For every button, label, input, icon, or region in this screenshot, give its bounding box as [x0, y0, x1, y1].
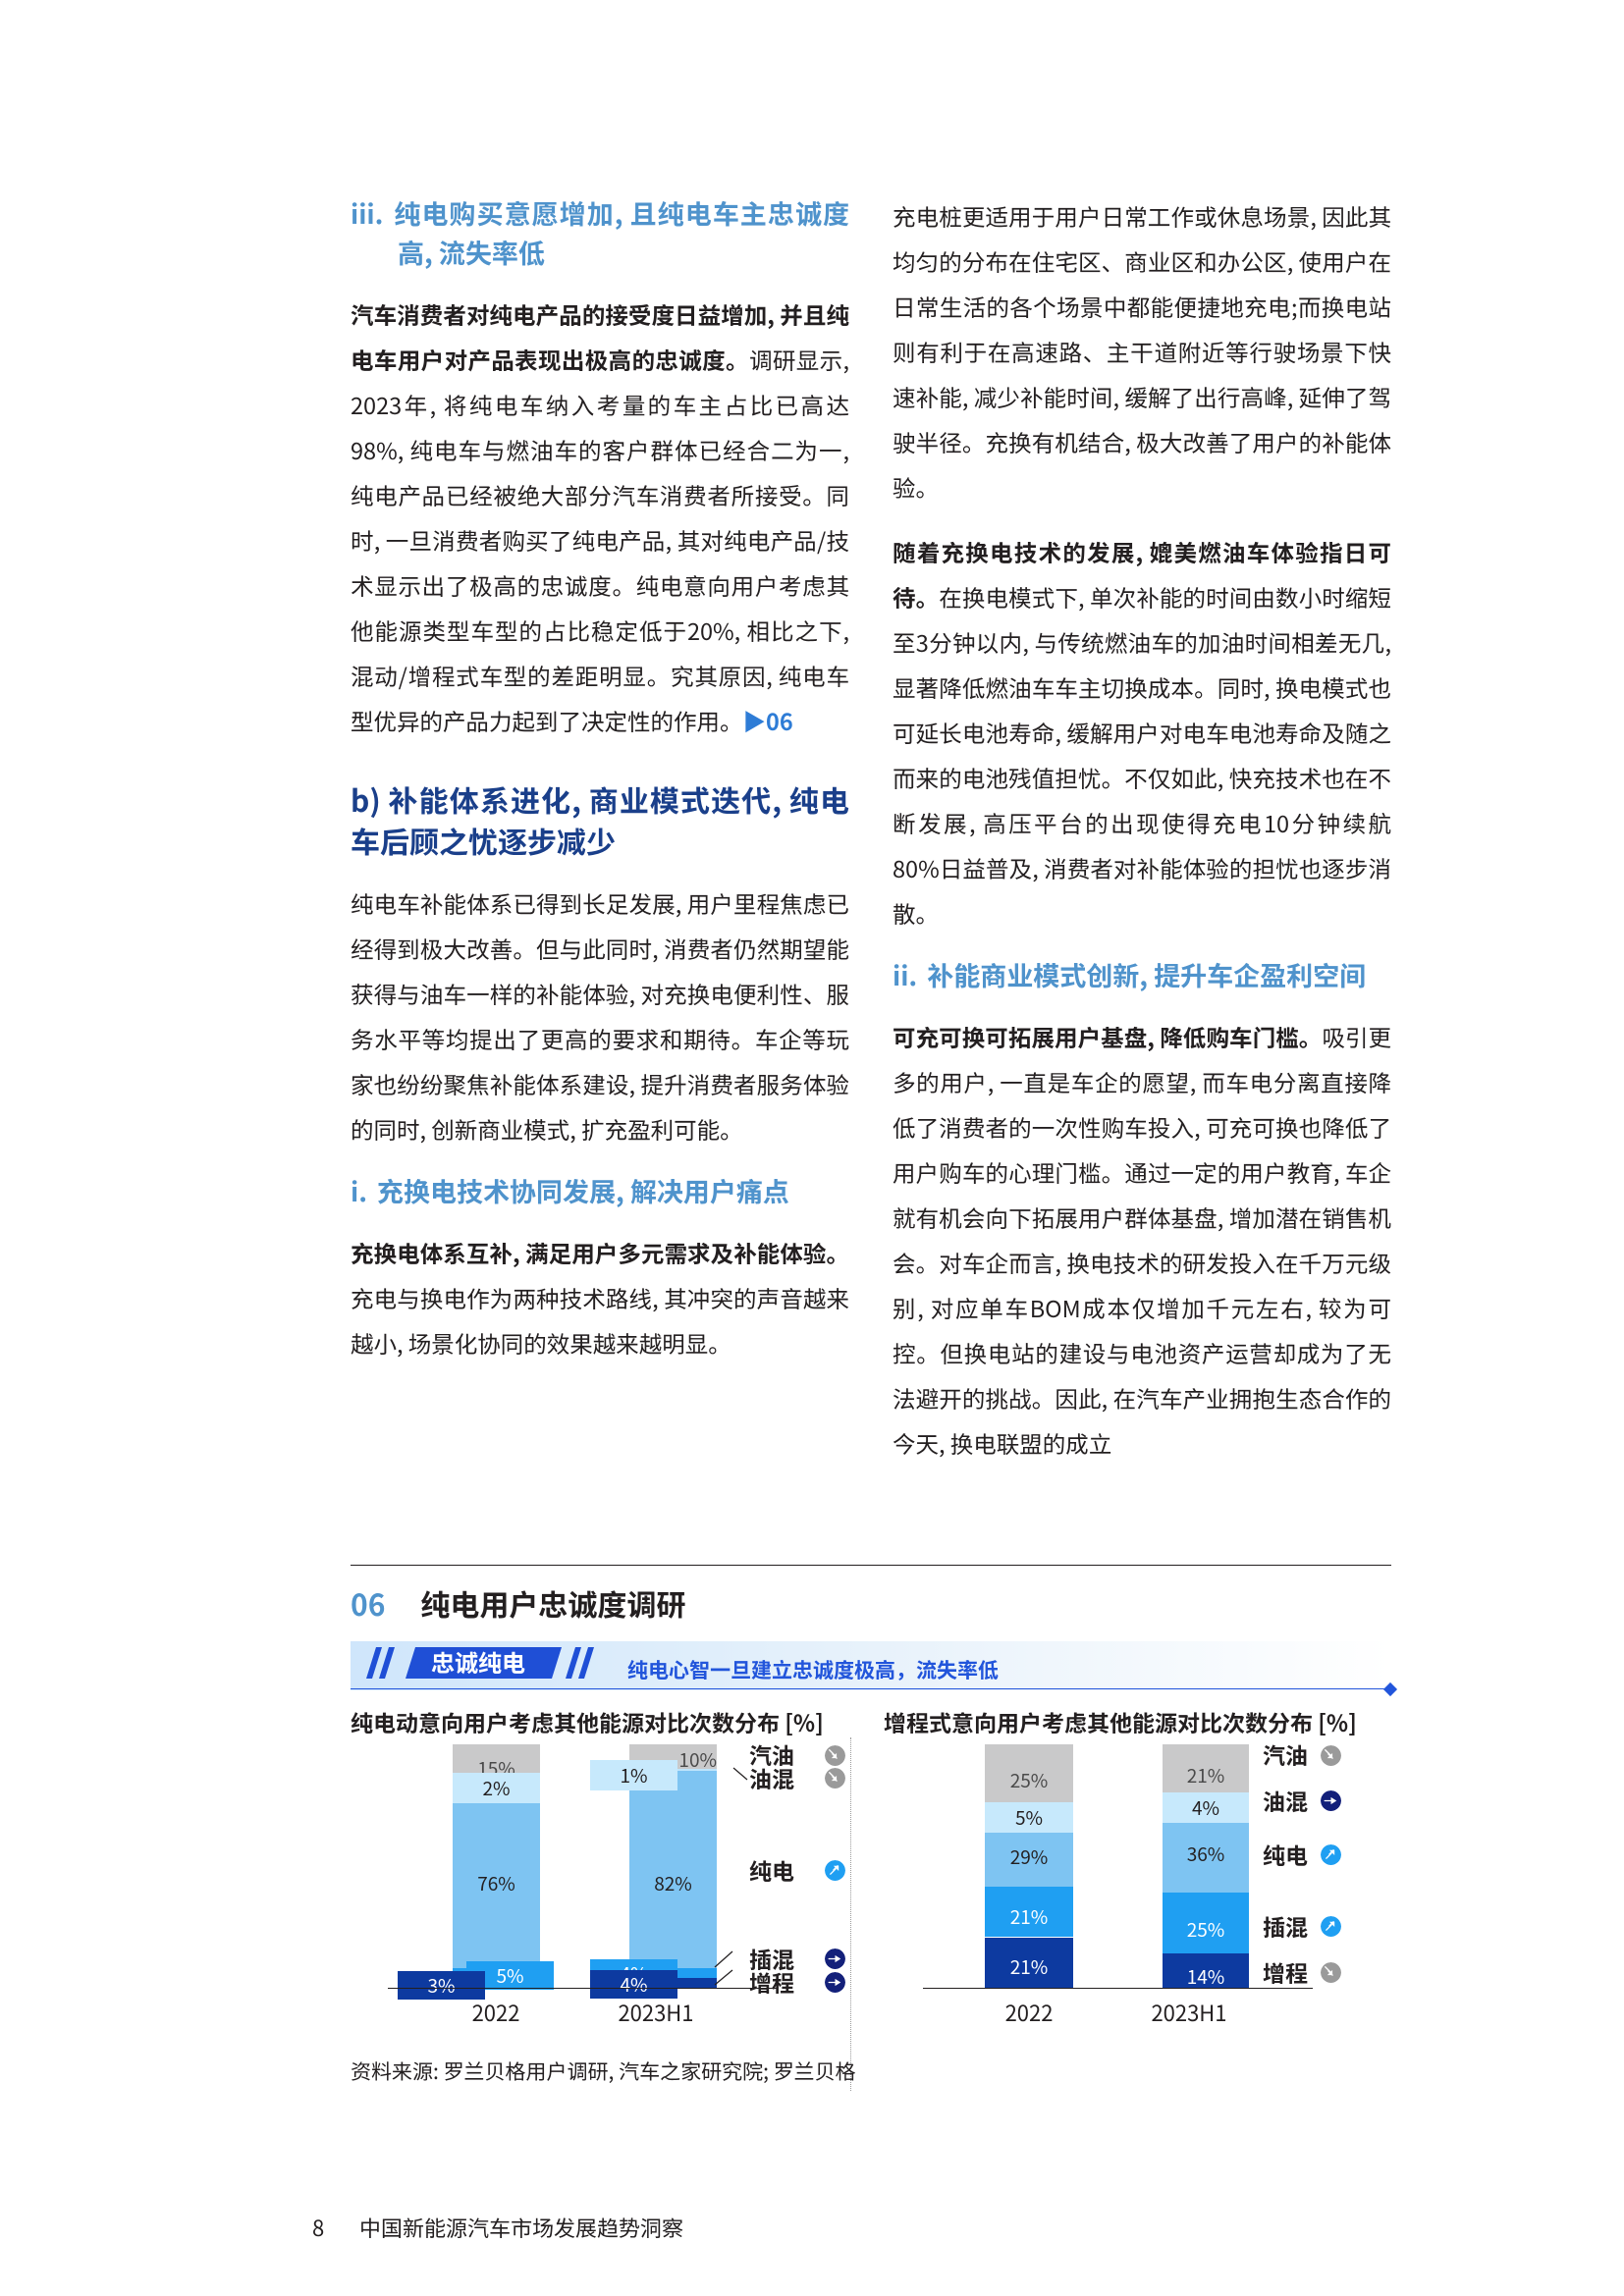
svg-text:忠诚纯电: 忠诚纯电	[431, 1644, 525, 1679]
